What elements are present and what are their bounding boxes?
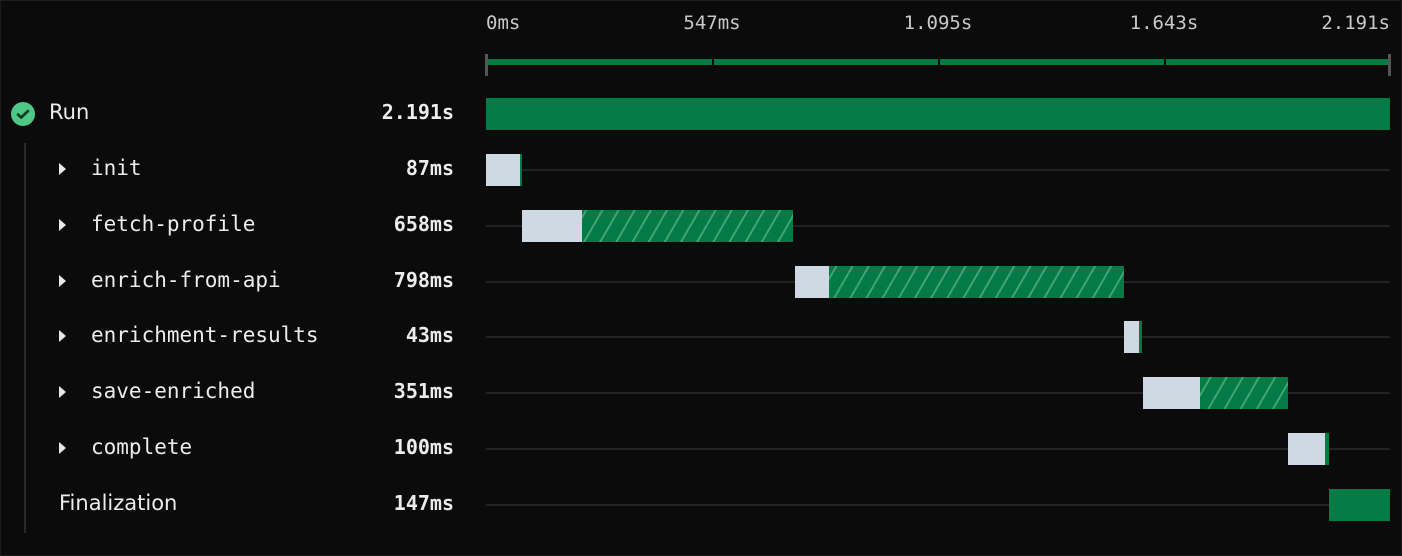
span-bar[interactable] (795, 265, 1125, 298)
span-bar[interactable] (1288, 433, 1330, 465)
scrubber-handle-end[interactable] (1388, 54, 1391, 76)
span-bar-pending (1124, 321, 1140, 354)
span-bar-pending (795, 265, 829, 298)
span-bar[interactable] (1142, 377, 1288, 410)
check-circle-icon (11, 102, 35, 126)
span-bar-active (828, 265, 1125, 298)
time-tick-label: 1.643s (1129, 12, 1199, 34)
span-label: fetch-profile (91, 211, 256, 236)
expand-caret-icon[interactable] (59, 218, 66, 231)
span-label: enrichment-results (91, 323, 319, 348)
span-duration: 147ms (393, 490, 454, 515)
run-duration: 2.191s (381, 100, 454, 124)
span-label: complete (91, 435, 193, 459)
span-label: Finalization (59, 490, 178, 515)
span-row-save-enriched[interactable]: save-enriched 351ms (0, 365, 1402, 421)
span-bar-pending (1288, 433, 1326, 465)
span-bar-pending (1142, 377, 1200, 410)
axis-tick-mark (712, 59, 714, 65)
row-guide-line (486, 169, 1390, 171)
span-bar-active (1325, 433, 1330, 465)
span-row-init[interactable]: init 87ms (0, 142, 1402, 198)
span-duration: 658ms (393, 211, 454, 236)
expand-caret-icon[interactable] (59, 274, 66, 287)
time-tick-label: 1.095s (903, 12, 973, 34)
span-row-complete[interactable]: complete 100ms (0, 421, 1402, 477)
run-bar-fill (486, 98, 1390, 130)
axis-tick-mark (1164, 59, 1166, 65)
span-bar[interactable] (1124, 321, 1142, 354)
expand-caret-icon[interactable] (59, 330, 66, 343)
span-label: init (91, 156, 142, 180)
span-bar-active (1329, 488, 1390, 521)
span-duration: 798ms (393, 267, 454, 292)
scrubber-handle-start[interactable] (485, 54, 488, 76)
time-tick-label: 2.191s (1321, 12, 1390, 34)
tree-guide-line (24, 143, 26, 533)
span-label: save-enriched (91, 379, 256, 404)
span-row-enrich-from-api[interactable]: enrich-from-api 798ms (0, 254, 1402, 310)
span-duration: 43ms (405, 323, 454, 348)
row-guide-line (486, 448, 1390, 450)
run-label: Run (49, 100, 90, 124)
run-bar[interactable] (486, 98, 1390, 130)
span-bar-active (1199, 377, 1288, 410)
span-bar-pending (521, 209, 583, 242)
span-row-fetch-profile[interactable]: fetch-profile 658ms (0, 198, 1402, 254)
span-duration: 351ms (393, 379, 454, 404)
row-guide-line (486, 224, 1390, 227)
time-tick-label: 0ms (486, 12, 521, 34)
span-bar[interactable] (486, 154, 522, 186)
span-bar-active (582, 209, 794, 242)
span-duration: 100ms (393, 435, 454, 459)
span-row-finalization[interactable]: Finalization 147ms (0, 477, 1402, 533)
span-row-enrichment-results[interactable]: enrichment-results 43ms (0, 309, 1402, 365)
time-tick-label: 547ms (683, 12, 741, 34)
span-bar-active (1139, 321, 1142, 354)
axis-tick-mark (938, 59, 940, 65)
span-bar-pending (486, 154, 520, 186)
run-row[interactable]: Run 2.191s (0, 86, 1402, 142)
row-guide-line (486, 392, 1390, 395)
span-bar[interactable] (1329, 488, 1390, 521)
span-duration: 87ms (405, 156, 454, 180)
timeline-scrubber[interactable] (486, 59, 1390, 65)
expand-caret-icon[interactable] (59, 442, 66, 454)
expand-caret-icon[interactable] (59, 163, 66, 175)
span-label: enrich-from-api (91, 267, 281, 292)
row-guide-line (486, 503, 1390, 506)
row-guide-line (486, 336, 1390, 339)
expand-caret-icon[interactable] (59, 386, 66, 399)
span-bar-active (519, 154, 522, 186)
span-bar[interactable] (521, 209, 794, 242)
